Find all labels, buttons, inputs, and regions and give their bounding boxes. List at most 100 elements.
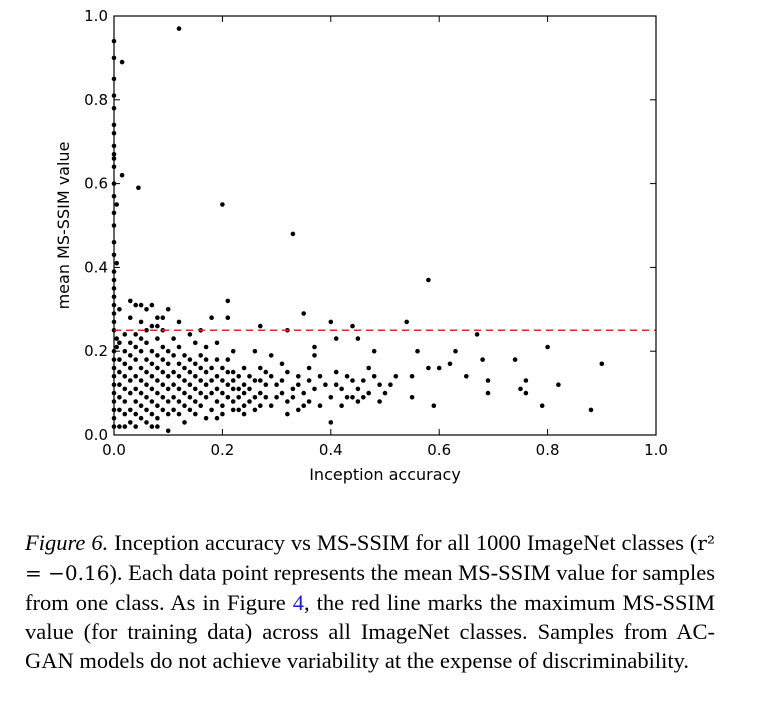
data-point [149, 386, 155, 392]
data-point [436, 365, 442, 371]
data-point [241, 382, 247, 388]
x-axis-label: Inception accuracy [309, 465, 461, 484]
data-point [117, 369, 122, 375]
data-point [279, 390, 285, 396]
data-point [333, 369, 339, 375]
data-point [301, 311, 307, 316]
data-point [182, 365, 187, 371]
data-point [176, 319, 182, 325]
data-point [301, 390, 307, 396]
data-point [144, 420, 149, 425]
data-point [117, 382, 122, 388]
data-point [355, 386, 361, 392]
data-point [133, 357, 138, 362]
data-point [252, 378, 258, 383]
data-point [187, 407, 193, 413]
data-point [138, 302, 144, 308]
data-point [171, 353, 176, 358]
data-point [128, 315, 133, 321]
data-point [182, 378, 187, 383]
data-point [193, 411, 198, 417]
data-point [404, 319, 410, 325]
caption-text-part2: ). Each data point represents the mean M… [25, 560, 716, 615]
data-point [155, 378, 160, 383]
data-point [155, 424, 160, 429]
data-point [165, 428, 171, 434]
data-point [117, 395, 122, 400]
data-point [252, 407, 258, 413]
data-point [241, 403, 247, 409]
data-point [317, 374, 323, 379]
data-point [225, 315, 231, 321]
data-point [144, 395, 149, 400]
data-point [144, 307, 149, 312]
data-point [225, 369, 231, 375]
data-point [133, 399, 138, 404]
y-tick-label: 0.6 [84, 175, 108, 193]
data-point [187, 369, 193, 375]
data-point [117, 340, 122, 346]
data-point [133, 302, 138, 308]
y-tick-label: 0.8 [84, 91, 108, 109]
y-axis-label: mean MS-SSIM value [54, 142, 73, 310]
data-point [382, 390, 388, 396]
data-point [133, 386, 138, 392]
points-layer [111, 26, 605, 434]
data-point [344, 374, 350, 379]
data-point [312, 386, 317, 392]
data-point [187, 357, 193, 362]
data-point [187, 382, 193, 388]
data-point [138, 319, 144, 325]
data-point [263, 382, 269, 388]
data-point [588, 407, 594, 413]
data-point [312, 344, 317, 350]
data-point [214, 357, 220, 362]
data-point [165, 411, 171, 417]
data-point [128, 378, 133, 383]
data-point [203, 415, 209, 421]
data-point [518, 386, 523, 392]
data-point [128, 353, 133, 358]
data-point [138, 378, 144, 383]
data-point [176, 399, 182, 404]
data-point [220, 202, 225, 207]
data-point [371, 348, 377, 354]
data-point [236, 386, 241, 392]
data-point [350, 323, 355, 329]
data-point [361, 395, 366, 400]
data-point [258, 390, 263, 396]
data-point [122, 411, 128, 417]
data-point [149, 361, 155, 367]
data-point [339, 386, 344, 392]
data-point [144, 382, 149, 388]
data-point [252, 395, 258, 400]
data-point [415, 348, 420, 354]
data-point [176, 411, 182, 417]
data-point [155, 315, 160, 321]
data-point [279, 378, 285, 383]
data-point [176, 361, 182, 367]
y-tick-label: 0.2 [84, 342, 108, 360]
data-point [409, 395, 415, 400]
data-point [388, 382, 393, 388]
data-point [225, 298, 231, 304]
data-point [214, 374, 220, 379]
axis-ticks: 0.0 0.2 0.4 0.6 0.8 1.0 0.0 0.2 0.4 0.6 0.8 1.0 [84, 7, 668, 459]
data-point [214, 386, 220, 392]
data-point [198, 365, 203, 371]
data-point [155, 365, 160, 371]
data-point [138, 365, 144, 371]
data-point [198, 403, 203, 409]
data-point [149, 424, 155, 429]
data-point [285, 399, 290, 404]
data-point [306, 365, 312, 371]
data-point [230, 386, 236, 392]
data-point [144, 357, 149, 362]
data-point [209, 365, 214, 371]
data-point [344, 395, 350, 400]
caption-figure-ref-link[interactable]: 4 [292, 590, 304, 615]
data-point [258, 365, 263, 371]
data-point [155, 403, 160, 409]
data-point [160, 382, 166, 388]
data-point [149, 411, 155, 417]
